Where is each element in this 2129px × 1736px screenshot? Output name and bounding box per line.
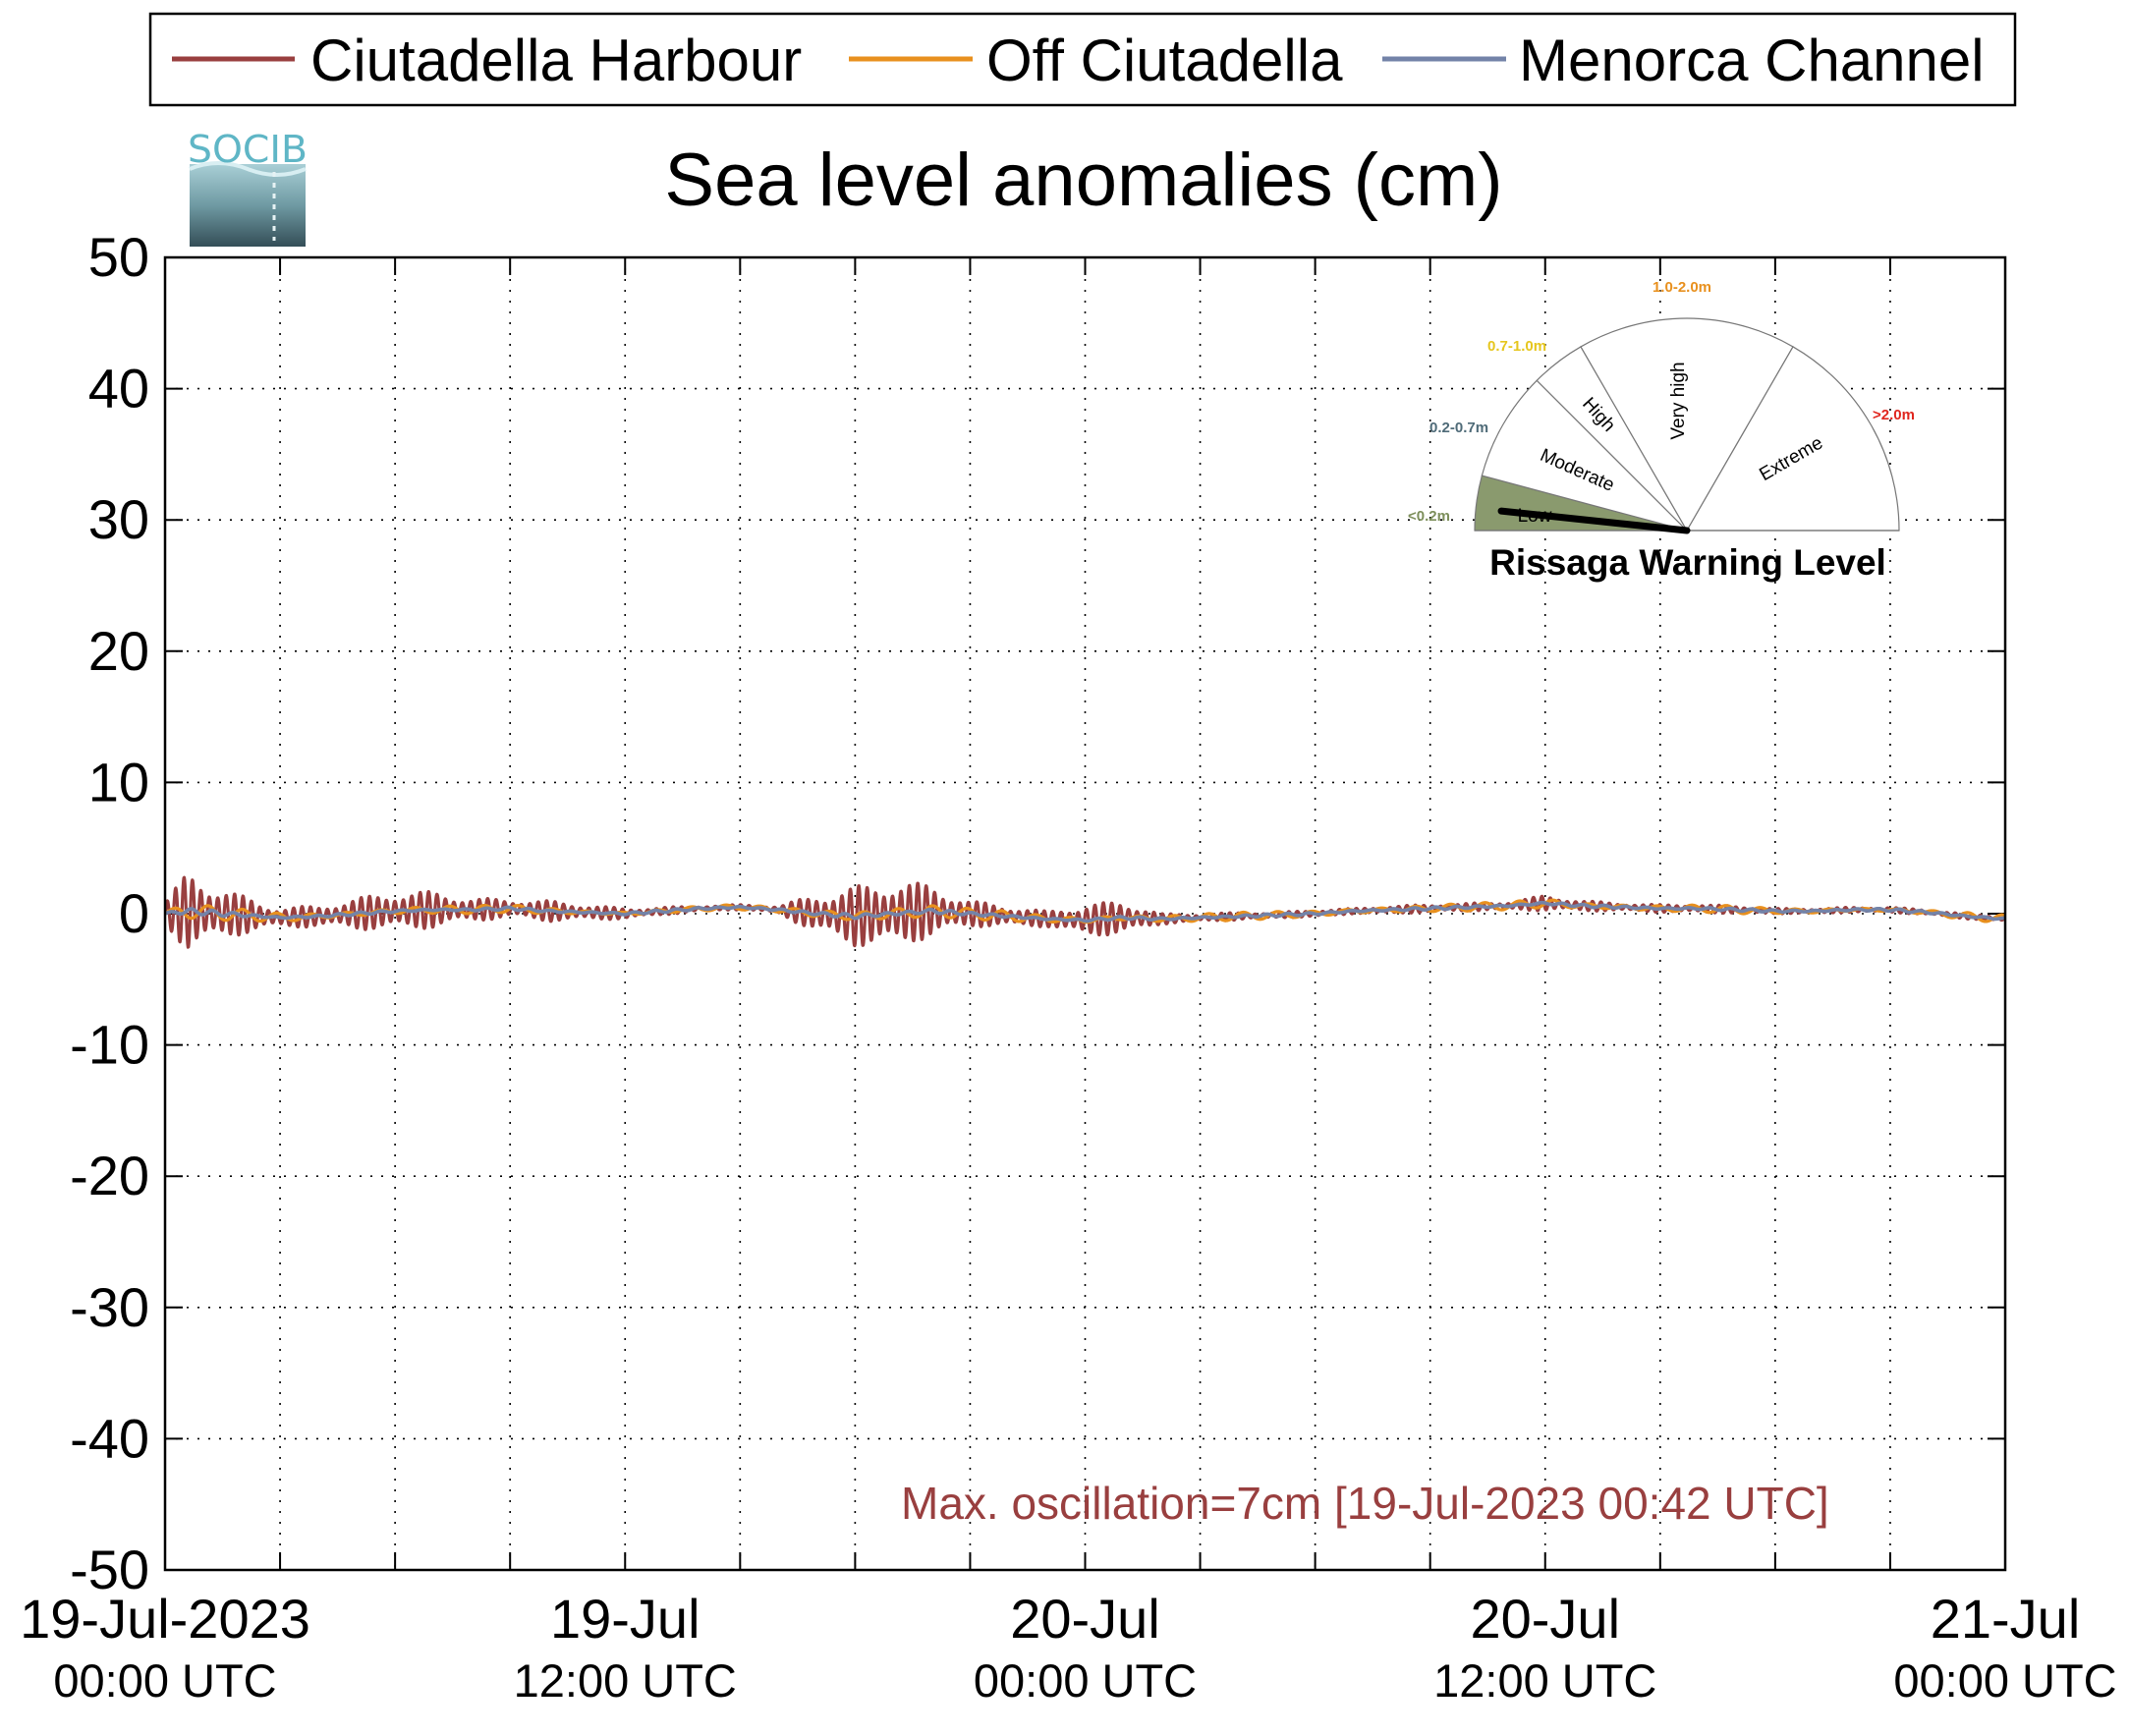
y-tick-label: -50: [70, 1539, 149, 1600]
series-line-menorca-channel: [165, 900, 2005, 924]
x-tick-label-time: 00:00 UTC: [1893, 1654, 2116, 1707]
gauge-sector-moderate: [1481, 379, 1690, 532]
y-tick-label: -10: [70, 1014, 149, 1076]
legend-label-ciutadella-harbour: Ciutadella Harbour: [310, 28, 802, 93]
x-tick-label-date: 20-Jul: [1010, 1588, 1160, 1650]
plot-frame: [163, 255, 2007, 1572]
chart-title: Sea level anomalies (cm): [664, 139, 1502, 222]
y-tick-label: -20: [70, 1145, 149, 1206]
gauge-level-label-very-high: Very high: [1668, 362, 1689, 439]
socib-logo: SOCIB: [188, 128, 308, 247]
gauge-title: Rissaga Warning Level: [1489, 542, 1886, 583]
y-tick-label: 50: [88, 226, 149, 288]
logo-emblem: [190, 164, 306, 247]
gauge-range-label-moderate: 0.2-0.7m: [1429, 420, 1488, 436]
gauge-sector-extreme: [1685, 346, 1900, 532]
x-tick-label-time: 12:00 UTC: [514, 1654, 737, 1707]
series-lines: [165, 875, 2005, 949]
x-tick-label-date: 19-Jul-2023: [20, 1588, 310, 1650]
gauge-needle: [1497, 507, 1691, 534]
y-tick-label: 40: [88, 358, 149, 420]
x-tick-label-date: 20-Jul: [1470, 1588, 1620, 1650]
logo-wave: [189, 161, 307, 177]
gauge-range-label-high: 0.7-1.0m: [1487, 338, 1546, 355]
legend-label-menorca-channel: Menorca Channel: [1519, 28, 1985, 93]
y-tick-label: 20: [88, 620, 149, 682]
x-tick-label-time: 12:00 UTC: [1433, 1654, 1656, 1707]
logo-text: SOCIB: [188, 128, 308, 171]
legend-frame: [148, 12, 2017, 107]
y-axis-tick-labels: 50 40 30 20 10 0 -10 -20 -30 -40 -50: [70, 226, 149, 1600]
y-tick-label: -40: [70, 1407, 149, 1469]
legend-label-off-ciutadella: Off Ciutadella: [986, 28, 1343, 93]
y-tick-label: 0: [119, 882, 149, 944]
rissaga-warning-gauge: Low<0.2mModerate0.2-0.7mHigh0.7-1.0mVery…: [1408, 279, 1915, 583]
max-oscillation-annotation: Max. oscillation=7cm [19-Jul-2023 00:42 …: [901, 1478, 1829, 1529]
gauge-range-label-very-high: 1.0-2.0m: [1653, 279, 1711, 296]
gauge-sector-very-high: [1580, 317, 1794, 532]
x-tick-label-date: 21-Jul: [1931, 1588, 2081, 1650]
gauge-range-label-extreme: >2.0m: [1873, 407, 1915, 423]
x-tick-label-time: 00:00 UTC: [974, 1654, 1197, 1707]
legend: Ciutadella Harbour Off Ciutadella Menorc…: [148, 12, 2017, 107]
gauge-range-label-low: <0.2m: [1408, 508, 1450, 525]
y-tick-label: 30: [88, 488, 149, 550]
x-tick-label-time: 00:00 UTC: [53, 1654, 276, 1707]
x-tick-label-date: 19-Jul: [550, 1588, 700, 1650]
y-tick-label: -30: [70, 1276, 149, 1338]
y-tick-label: 10: [88, 751, 149, 812]
